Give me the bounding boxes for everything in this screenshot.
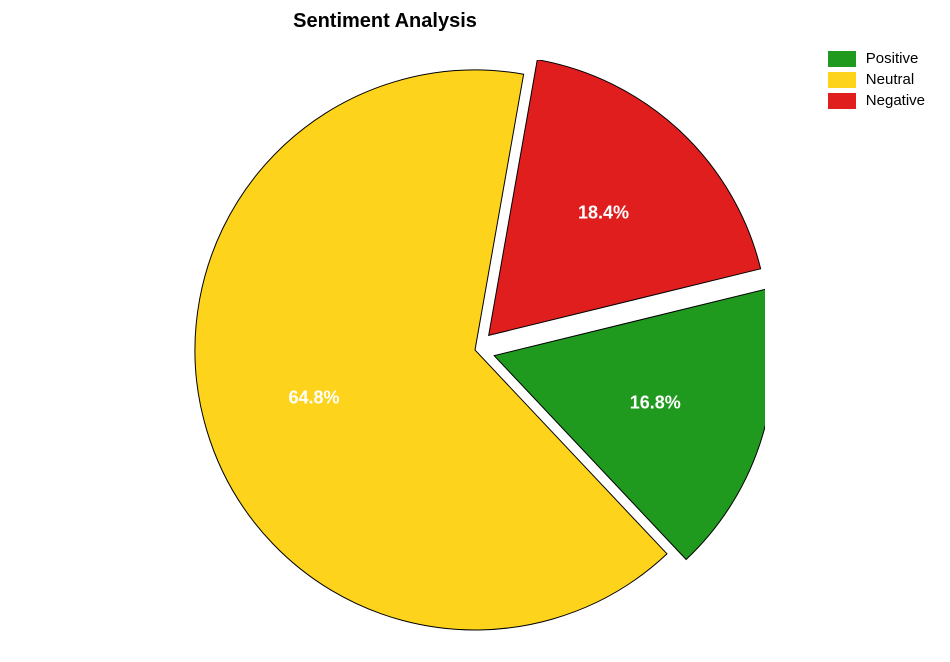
- slice-label-positive: 16.8%: [630, 393, 681, 414]
- pie-slice-negative: [489, 60, 761, 335]
- legend-swatch-negative: [828, 93, 856, 109]
- chart-title: Sentiment Analysis: [0, 10, 860, 33]
- slice-label-negative: 18.4%: [578, 202, 629, 223]
- chart-container: Sentiment Analysis Positive Neutral Negati…: [0, 0, 950, 662]
- legend-item-neutral: Neutral: [828, 71, 925, 88]
- legend-item-positive: Positive: [828, 50, 925, 67]
- legend-swatch-neutral: [828, 72, 856, 88]
- legend-item-negative: Negative: [828, 92, 925, 109]
- slice-label-neutral: 64.8%: [289, 388, 340, 409]
- pie-chart: [185, 60, 765, 640]
- chart-legend: Positive Neutral Negative: [828, 50, 925, 113]
- legend-label-positive: Positive: [866, 50, 919, 67]
- legend-label-neutral: Neutral: [866, 71, 914, 88]
- legend-swatch-positive: [828, 51, 856, 67]
- legend-label-negative: Negative: [866, 92, 925, 109]
